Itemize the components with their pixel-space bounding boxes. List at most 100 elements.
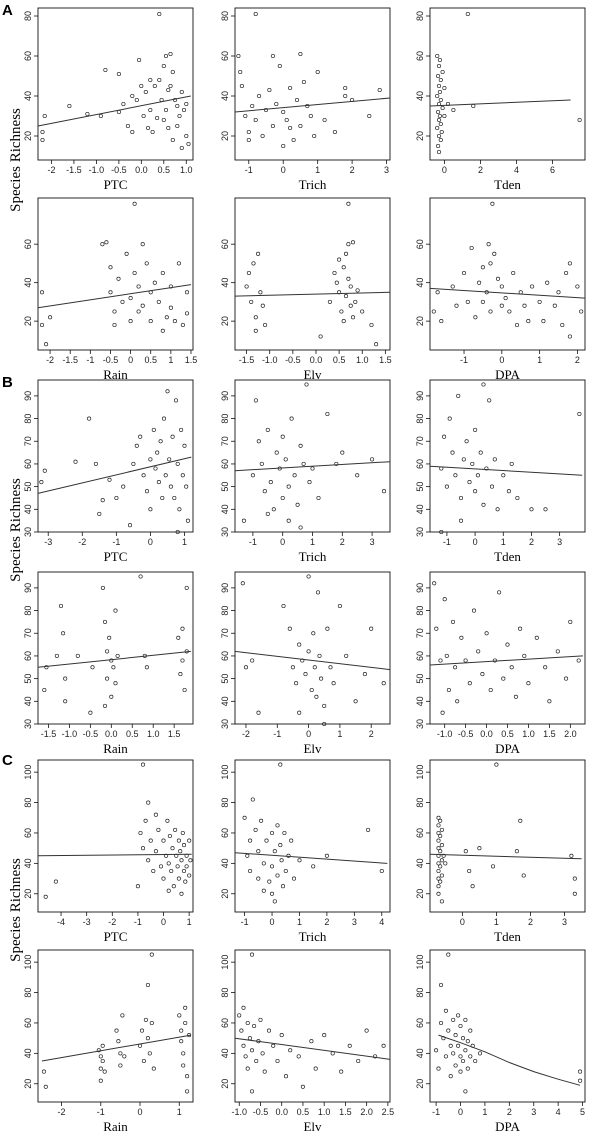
x-axis-label: DPA (495, 367, 520, 382)
data-point (296, 1054, 301, 1059)
data-point (439, 899, 444, 904)
data-point (181, 868, 187, 874)
data-point (490, 201, 495, 206)
data-point (179, 89, 184, 95)
x-tick-label: -1.0 (262, 355, 278, 365)
data-point (263, 322, 268, 328)
data-point (153, 812, 158, 817)
x-tick-label: 2 (529, 537, 534, 547)
x-axis-label: Trich (299, 549, 327, 564)
data-point (266, 1028, 272, 1033)
plot-frame (37, 949, 194, 1103)
data-point (438, 121, 443, 127)
data-point (130, 93, 135, 99)
data-point (246, 270, 251, 276)
scatter-panel-c-tden: 0 1 2 3 20 40 60 80 100 Tden (415, 759, 586, 944)
x-axis-label: Elv (303, 1119, 322, 1134)
y-tick-label: 80 (23, 11, 33, 21)
data-point (453, 473, 458, 478)
regression-line (234, 97, 391, 113)
data-point (253, 328, 258, 333)
data-point (458, 1069, 463, 1074)
data-point (350, 240, 356, 245)
data-point (503, 296, 508, 301)
x-tick-label: 0.5 (501, 729, 514, 739)
data-point (279, 858, 284, 863)
y-tick-label: 40 (220, 504, 230, 514)
data-point (114, 1028, 119, 1033)
y-tick-label: 60 (220, 459, 230, 469)
data-point (369, 322, 374, 328)
data-point (169, 868, 174, 874)
x-tick-label: 0 (128, 355, 133, 365)
data-point (243, 1054, 248, 1059)
y-tick-label: 20 (220, 131, 230, 141)
data-point (286, 518, 291, 523)
data-point (146, 858, 151, 863)
data-point (58, 603, 64, 609)
y-tick-label: 90 (23, 583, 33, 593)
data-point (150, 129, 155, 135)
data-point (184, 585, 189, 590)
data-point (249, 1089, 255, 1094)
data-point (43, 894, 48, 899)
data-point (343, 85, 348, 91)
regression-line (41, 1034, 192, 1062)
x-axis-label: DPA (495, 741, 520, 756)
data-point (40, 129, 45, 135)
x-tick-label: -1 (241, 917, 249, 927)
data-point (501, 676, 506, 681)
data-point (166, 861, 171, 866)
data-point (183, 1005, 188, 1010)
data-point (166, 888, 171, 893)
data-point (253, 117, 258, 123)
data-point (490, 864, 496, 869)
data-point (471, 608, 477, 613)
data-point (259, 461, 264, 466)
data-point (160, 328, 165, 333)
y-tick-label: 80 (23, 414, 33, 424)
data-point (475, 473, 480, 478)
data-point (436, 846, 441, 851)
regression-line (37, 284, 192, 309)
x-tick-label: 1 (494, 917, 499, 927)
data-point (75, 653, 80, 658)
data-point (187, 873, 192, 878)
data-point (437, 113, 442, 119)
plot-frame (429, 571, 586, 725)
data-point (258, 1017, 263, 1022)
data-point (436, 876, 441, 881)
data-point (367, 113, 372, 119)
data-point (526, 681, 531, 686)
x-tick-label: 2.0 (360, 1107, 373, 1117)
data-point (297, 710, 302, 715)
data-point (175, 123, 180, 129)
data-point (140, 303, 145, 308)
data-point (319, 676, 324, 681)
x-tick-label: 0 (473, 537, 478, 547)
data-point (152, 280, 157, 285)
data-point (93, 461, 98, 466)
y-axis-label-c: Species Richness (8, 858, 24, 962)
data-point (478, 450, 483, 455)
data-point (157, 11, 162, 17)
data-point (453, 1063, 458, 1068)
data-point (274, 101, 279, 107)
data-point (165, 818, 170, 823)
data-point (147, 1051, 152, 1056)
data-point (488, 309, 493, 314)
x-tick-label: 1.5 (168, 729, 181, 739)
y-tick-label: 90 (415, 391, 425, 401)
data-point (188, 858, 193, 863)
regression-line (37, 853, 192, 857)
data-point (149, 1020, 154, 1026)
data-point (487, 398, 492, 403)
data-point (577, 117, 582, 123)
data-point (157, 77, 162, 83)
x-tick-label: 0 (148, 537, 153, 547)
x-axis-label: Tden (494, 549, 521, 564)
data-point (564, 270, 569, 276)
data-point (463, 1089, 468, 1094)
data-point (140, 762, 146, 767)
